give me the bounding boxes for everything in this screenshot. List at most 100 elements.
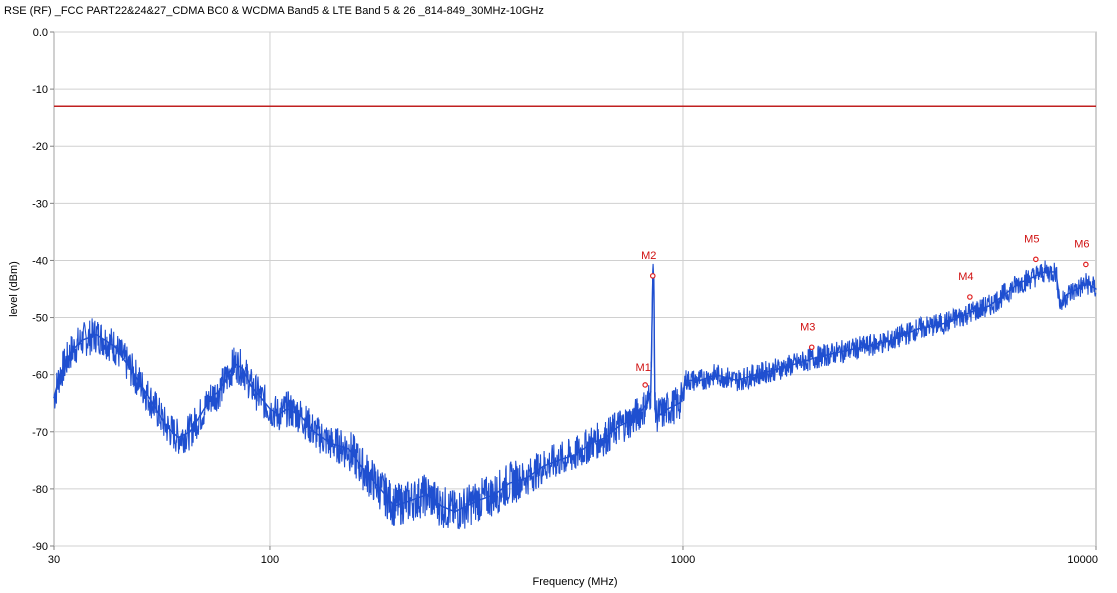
series-point bbox=[440, 505, 443, 507]
marker-label: M5 bbox=[1024, 233, 1039, 245]
series-point bbox=[410, 499, 413, 502]
series-point bbox=[189, 431, 191, 433]
series-point bbox=[1095, 288, 1097, 290]
x-tick-label: 10000 bbox=[1067, 554, 1098, 566]
marker-label: M4 bbox=[958, 271, 973, 283]
series-point bbox=[269, 408, 271, 410]
series-point bbox=[59, 373, 61, 376]
series-point bbox=[1076, 288, 1078, 290]
y-tick-label: -20 bbox=[32, 141, 48, 153]
series-point bbox=[508, 482, 511, 485]
series-point bbox=[347, 448, 350, 450]
marker-group: M1 M2 M3 M4 M5 M6 bbox=[636, 233, 1089, 388]
series-point bbox=[542, 465, 545, 467]
series-point bbox=[1031, 276, 1033, 279]
series-point bbox=[754, 373, 757, 376]
series-point bbox=[642, 408, 644, 410]
y-axis-label: level (dBm) bbox=[8, 261, 20, 317]
series-point bbox=[1003, 293, 1006, 296]
y-tick-label: -10 bbox=[32, 84, 48, 96]
series-point bbox=[364, 471, 366, 473]
y-tick-label: -80 bbox=[32, 484, 48, 496]
series-point bbox=[646, 402, 649, 405]
series-point bbox=[379, 488, 382, 490]
x-tick-label: 100 bbox=[261, 554, 279, 566]
series-point bbox=[426, 493, 428, 496]
y-tick-label: -50 bbox=[32, 313, 48, 325]
series-point bbox=[684, 379, 686, 382]
series-point bbox=[797, 362, 799, 365]
y-tick-label: -90 bbox=[32, 541, 48, 553]
series-point bbox=[70, 351, 72, 353]
series-point bbox=[242, 368, 244, 370]
series-point bbox=[250, 385, 252, 387]
series-point bbox=[53, 396, 55, 399]
series-point bbox=[659, 413, 661, 416]
y-tick-label: -70 bbox=[32, 427, 48, 439]
series-point bbox=[233, 362, 236, 365]
series-point bbox=[177, 436, 180, 439]
series-point bbox=[329, 442, 332, 445]
series-point bbox=[1043, 271, 1046, 273]
series-point bbox=[477, 499, 480, 502]
marker-point bbox=[1083, 261, 1089, 268]
series-point bbox=[630, 419, 633, 422]
series-point bbox=[1059, 305, 1062, 307]
series-point bbox=[260, 396, 262, 399]
series-point bbox=[714, 373, 717, 376]
x-axis-label: Frequency (MHz) bbox=[533, 576, 618, 588]
series-point bbox=[217, 391, 220, 393]
series-point bbox=[466, 505, 468, 507]
series-point bbox=[815, 356, 817, 359]
series-point bbox=[890, 339, 893, 342]
series-point bbox=[210, 396, 212, 399]
series-point bbox=[1055, 271, 1057, 273]
marker-label: M1 bbox=[636, 362, 651, 374]
series-point bbox=[650, 391, 652, 393]
series-point bbox=[224, 379, 227, 382]
y-tick-label: 0.0 bbox=[33, 27, 48, 39]
series-point bbox=[526, 476, 529, 479]
series-point bbox=[80, 339, 83, 342]
series-point bbox=[151, 402, 154, 405]
series-point bbox=[655, 413, 657, 416]
series-point bbox=[736, 379, 738, 382]
marker-point bbox=[1033, 256, 1039, 263]
series-point bbox=[453, 510, 456, 513]
marker-point bbox=[808, 344, 815, 351]
series-point bbox=[1086, 282, 1088, 285]
chart-title: RSE (RF) _FCC PART22&24&27_CDMA BC0 & WC… bbox=[4, 5, 544, 17]
series-point bbox=[298, 413, 301, 416]
series-point bbox=[574, 453, 577, 456]
x-tick-label: 30 bbox=[48, 554, 60, 566]
y-tick-label: -60 bbox=[32, 370, 48, 382]
series-point bbox=[113, 345, 116, 347]
series-point bbox=[682, 396, 684, 399]
x-tick-label: 1000 bbox=[671, 554, 695, 566]
series-point bbox=[777, 368, 779, 370]
series-point bbox=[393, 505, 396, 507]
series-point bbox=[678, 402, 681, 405]
series-point bbox=[590, 442, 593, 445]
series-point bbox=[277, 413, 280, 416]
y-tick-label: -30 bbox=[32, 198, 48, 210]
series-point bbox=[1066, 293, 1068, 296]
marker-label: M3 bbox=[800, 321, 815, 333]
series-point bbox=[95, 333, 98, 336]
marker-point bbox=[967, 294, 973, 300]
series-point bbox=[970, 311, 973, 313]
marker-point bbox=[649, 273, 656, 279]
series-point bbox=[313, 431, 316, 433]
series-point bbox=[286, 408, 288, 410]
x-tick-labels: 30 100 1000 10000 bbox=[48, 554, 1098, 566]
series-point bbox=[133, 373, 136, 376]
series-point bbox=[699, 379, 701, 382]
series-point bbox=[200, 413, 202, 416]
series-point bbox=[654, 408, 656, 410]
series-point bbox=[1017, 282, 1020, 285]
y-tick-label: -40 bbox=[32, 255, 48, 267]
series-point bbox=[618, 425, 620, 427]
series-point bbox=[839, 351, 841, 353]
series-point bbox=[916, 328, 919, 330]
